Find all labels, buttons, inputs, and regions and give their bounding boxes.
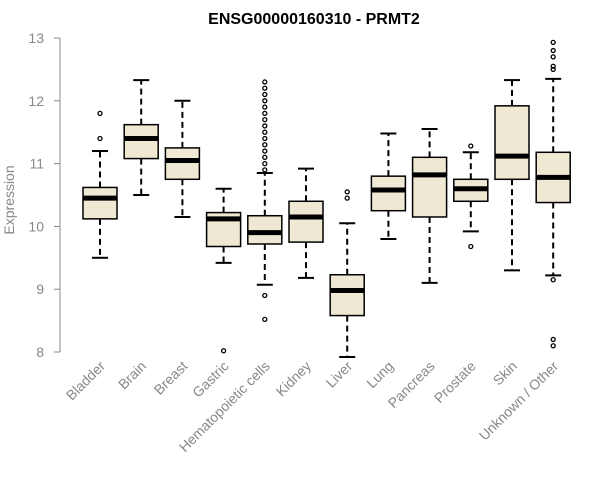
iqr-box — [329, 274, 365, 317]
x-category-label: Prostate — [431, 358, 479, 406]
outlier-point — [550, 277, 556, 283]
box-group — [82, 110, 118, 259]
outlier-point — [262, 148, 268, 154]
outlier-point — [262, 142, 268, 148]
outlier-point — [97, 110, 103, 117]
iqr-box — [370, 175, 407, 212]
outlier-point — [262, 79, 268, 85]
x-category-label: Liver — [323, 358, 356, 391]
outlier-point — [550, 66, 556, 73]
iqr-box — [494, 105, 530, 181]
box-group — [247, 79, 283, 322]
iqr-box — [164, 147, 201, 181]
outlier-point — [550, 54, 556, 60]
outlier-point — [344, 195, 350, 201]
y-tick-label: 9 — [36, 281, 44, 297]
iqr-box — [82, 186, 118, 220]
box-group — [205, 187, 242, 354]
outlier-point — [550, 47, 556, 54]
outlier-point — [262, 104, 268, 110]
x-category-label: Kidney — [273, 358, 315, 400]
y-axis: 8 9 10 11 12 13 — [28, 30, 61, 360]
outlier-point — [550, 343, 556, 349]
outlier-point — [550, 63, 556, 69]
plot-area — [82, 39, 571, 359]
box-group — [494, 79, 530, 272]
y-tick-label: 13 — [28, 30, 44, 46]
outlier-point — [262, 135, 268, 142]
iqr-box — [288, 200, 324, 243]
box-group — [288, 167, 324, 279]
outlier-point — [262, 123, 268, 129]
box-group — [411, 128, 448, 284]
x-category-label: Lung — [363, 358, 396, 391]
outlier-point — [262, 98, 268, 104]
outlier-point — [262, 116, 268, 123]
y-tick-label: 11 — [29, 156, 44, 172]
outlier-point — [262, 154, 268, 160]
outlier-point — [262, 110, 268, 117]
x-category-label: Brain — [115, 358, 149, 392]
iqr-box — [247, 214, 283, 245]
box-group — [123, 79, 159, 196]
iqr-box — [411, 156, 448, 218]
box-group — [453, 143, 489, 250]
outlier-point — [262, 316, 268, 322]
chart-title: ENSG00000160310 - PRMT2 — [208, 11, 420, 28]
box-group — [370, 132, 407, 240]
outlier-point — [262, 85, 268, 91]
x-category-label: Skin — [490, 358, 521, 389]
y-tick-label: 10 — [28, 218, 44, 234]
outlier-point — [262, 91, 268, 98]
outlier-point — [262, 167, 268, 173]
outlier-point — [468, 243, 474, 250]
x-category-label: Bladder — [63, 358, 109, 404]
outlier-point — [550, 336, 556, 343]
outlier-point — [262, 292, 268, 299]
outlier-point — [262, 129, 268, 135]
y-tick-label: 12 — [28, 93, 44, 109]
y-tick-label: 8 — [36, 344, 44, 360]
outlier-point — [97, 135, 103, 142]
outlier-point — [468, 143, 474, 149]
iqr-box — [123, 123, 159, 160]
box-group — [164, 99, 201, 218]
y-axis-label: Expression — [1, 165, 17, 234]
outlier-point — [262, 160, 268, 167]
outlier-point — [550, 39, 556, 46]
box-group — [329, 189, 365, 359]
x-category-label: Breast — [151, 358, 191, 398]
outlier-point — [344, 189, 350, 195]
box-group — [535, 39, 571, 349]
outlier-point — [220, 348, 227, 354]
